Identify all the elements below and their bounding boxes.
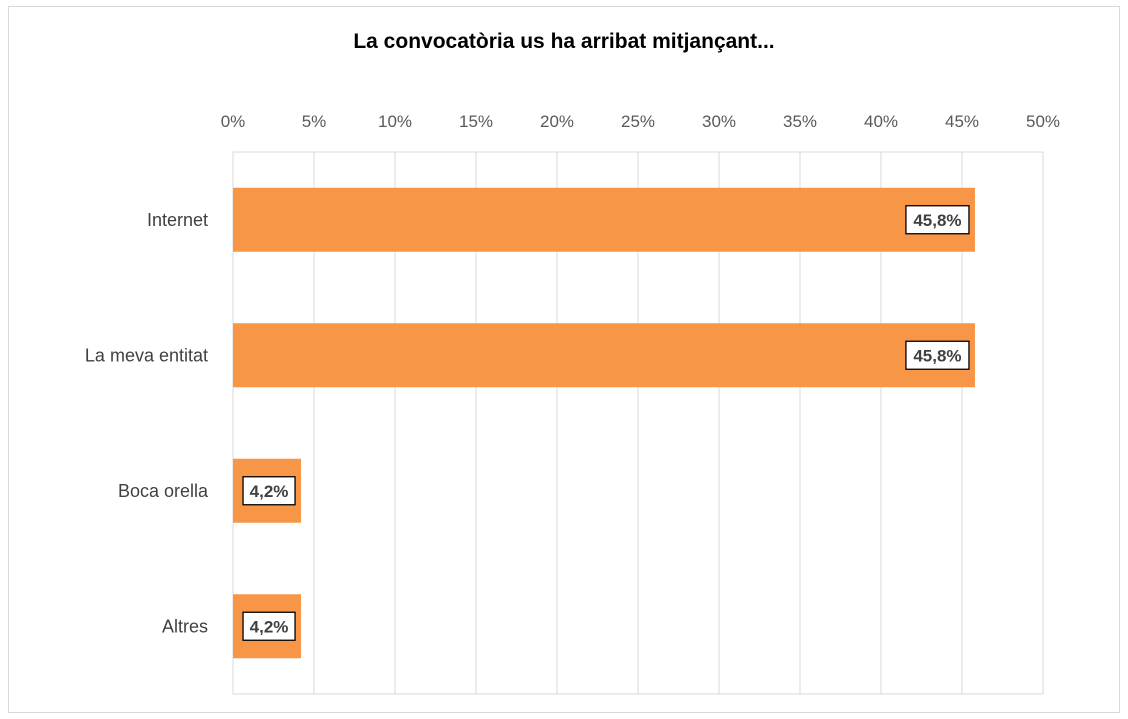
data-label: 4,2% xyxy=(250,617,289,636)
data-label-box xyxy=(242,476,296,506)
data-label: 45,8% xyxy=(913,346,961,365)
data-label-box xyxy=(905,340,970,370)
x-tick-label: 40% xyxy=(864,112,898,131)
x-tick-label: 5% xyxy=(302,112,327,131)
category-label: Altres xyxy=(162,616,208,636)
category-label: La meva entitat xyxy=(85,345,208,365)
x-tick-label: 0% xyxy=(221,112,246,131)
x-tick-label: 10% xyxy=(378,112,412,131)
bar-la-meva-entitat xyxy=(233,323,975,388)
x-tick-label: 50% xyxy=(1026,112,1060,131)
x-tick-label: 25% xyxy=(621,112,655,131)
bar-internet xyxy=(233,187,975,252)
x-tick-label: 30% xyxy=(702,112,736,131)
category-label: Boca orella xyxy=(118,481,209,501)
x-tick-label: 35% xyxy=(783,112,817,131)
data-label-box xyxy=(242,611,296,641)
x-tick-label: 20% xyxy=(540,112,574,131)
data-label: 4,2% xyxy=(250,482,289,501)
chart-title: La convocatòria us ha arribat mitjançant… xyxy=(353,30,775,53)
data-label-box xyxy=(905,205,970,235)
x-tick-label: 15% xyxy=(459,112,493,131)
data-label: 45,8% xyxy=(913,211,961,230)
x-tick-label: 45% xyxy=(945,112,979,131)
category-label: Internet xyxy=(147,210,208,230)
